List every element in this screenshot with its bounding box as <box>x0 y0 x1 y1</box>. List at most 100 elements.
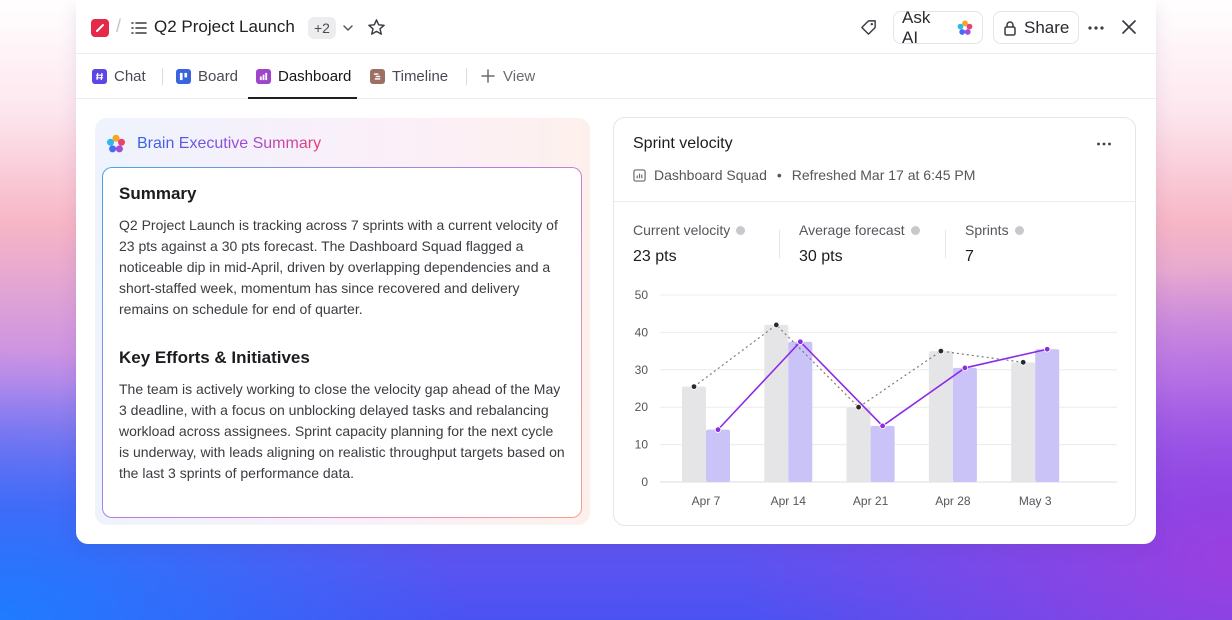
lock-icon <box>1004 20 1016 36</box>
tab-label: Dashboard <box>278 67 352 85</box>
brain-icon <box>957 19 973 35</box>
tab-label: Chat <box>114 67 146 85</box>
meta-separator: • <box>776 167 782 183</box>
series-line <box>693 324 1024 408</box>
efforts-text: The team is actively working to close th… <box>119 381 565 481</box>
share-label: Share <box>1024 17 1070 37</box>
info-icon[interactable] <box>910 225 920 235</box>
stat-label: Sprints <box>965 222 1009 238</box>
stat-divider <box>779 230 780 258</box>
plus-icon <box>481 69 495 83</box>
x-tick-label: Apr 14 <box>771 494 807 508</box>
data-point <box>690 383 698 390</box>
card-meta: Dashboard Squad • Refreshed Mar 17 at 6:… <box>633 167 975 183</box>
tab-timeline[interactable]: Timeline <box>370 54 448 98</box>
dashboard-icon <box>256 68 271 84</box>
stat-current-velocity: Current velocity 23 pts <box>633 222 746 266</box>
bar <box>682 386 706 482</box>
bar <box>1035 349 1060 482</box>
tab-divider <box>162 68 163 85</box>
ask-ai-label: Ask AI <box>902 7 931 47</box>
tab-divider <box>466 68 467 85</box>
tag-icon[interactable] <box>859 18 878 37</box>
summary-heading: Summary <box>119 184 197 203</box>
stat-divider <box>945 230 946 258</box>
efforts-heading: Key Efforts & Initiatives <box>119 348 310 367</box>
tab-label: Board <box>198 67 239 85</box>
stat-value: 30 pts <box>799 248 843 265</box>
sprint-velocity-chart: 0 10 20 30 40 50 Apr 7 Apr 14 Apr 21 Apr 28 May 3 <box>635 288 1117 508</box>
info-icon[interactable] <box>1014 225 1024 235</box>
list-icon <box>131 22 147 34</box>
bar <box>846 407 871 482</box>
x-tick-label: Apr 28 <box>935 494 971 508</box>
bar <box>706 429 730 482</box>
app-icon[interactable] <box>91 19 109 37</box>
timeline-icon <box>370 68 385 84</box>
x-tick-label: May 3 <box>1019 494 1052 508</box>
refreshed-time: Refreshed Mar 17 at 6:45 PM <box>791 167 976 183</box>
share-button[interactable]: Share <box>993 11 1079 44</box>
chart-icon <box>633 168 646 182</box>
data-point <box>714 426 722 433</box>
y-tick-label: 0 <box>641 475 648 489</box>
data-point <box>773 321 780 329</box>
y-tick-label: 30 <box>635 363 649 377</box>
chevron-down-icon[interactable] <box>342 22 354 34</box>
bar <box>788 341 813 482</box>
team-name: Dashboard Squad <box>654 167 767 183</box>
bar <box>928 351 953 482</box>
data-point <box>937 347 945 355</box>
stat-average-forecast: Average forecast 30 pts <box>799 222 920 266</box>
more-icon[interactable] <box>1086 18 1106 38</box>
brain-summary-header: Brain Executive Summary <box>105 134 321 154</box>
sprint-velocity-card: Sprint velocity Dashboard Squad • Refres… <box>613 117 1136 526</box>
breadcrumb-separator: / <box>116 16 122 36</box>
hash-icon <box>92 68 107 84</box>
tab-chat[interactable]: Chat <box>92 54 146 98</box>
add-view-button[interactable]: View <box>481 54 535 98</box>
y-tick-label: 50 <box>635 288 649 302</box>
bar <box>764 324 789 482</box>
bar <box>870 425 895 482</box>
data-point <box>855 403 862 411</box>
stat-label: Average forecast <box>799 222 905 238</box>
x-tick-label: Apr 7 <box>692 494 721 508</box>
tab-label: Timeline <box>392 67 449 85</box>
top-bar: / Q2 Project Launch +2 Ask AI <box>76 0 1156 54</box>
data-point <box>1020 359 1027 366</box>
app-window: / Q2 Project Launch +2 Ask AI <box>76 0 1156 544</box>
bar <box>952 367 977 482</box>
data-point <box>1044 346 1051 353</box>
tab-board[interactable]: Board <box>176 54 238 98</box>
bar <box>1011 362 1036 482</box>
tab-dashboard[interactable]: Dashboard <box>247 54 358 99</box>
board-icon <box>176 68 191 84</box>
y-tick-label: 40 <box>635 325 649 339</box>
y-tick-label: 10 <box>635 438 649 452</box>
more-locations-badge[interactable]: +2 <box>308 17 336 39</box>
summary-text: Q2 Project Launch is tracking across 7 s… <box>119 217 558 317</box>
card-title: Sprint velocity <box>633 135 733 152</box>
brain-summary-card: Brain Executive Summary Summary Q2 Proje… <box>95 118 590 525</box>
tab-label: View <box>503 67 536 85</box>
y-tick-label: 20 <box>635 400 649 414</box>
ask-ai-button[interactable]: Ask AI <box>893 8 983 47</box>
x-tick-label: Apr 21 <box>853 494 889 508</box>
data-point <box>797 338 804 345</box>
brain-summary-body: Summary Q2 Project Launch is tracking ac… <box>102 167 582 518</box>
stat-label: Current velocity <box>633 222 731 238</box>
view-tabs: Chat Board Dashboard Timeline View <box>76 54 1156 99</box>
data-point <box>961 364 969 372</box>
brain-summary-title: Brain Executive Summary <box>137 135 322 152</box>
stat-value: 7 <box>965 248 974 265</box>
stat-sprints: Sprints 7 <box>965 222 1024 266</box>
card-divider <box>614 201 1135 202</box>
data-point <box>879 422 886 430</box>
brain-icon <box>106 134 126 153</box>
more-icon[interactable] <box>1095 135 1113 153</box>
star-icon[interactable] <box>367 18 386 37</box>
close-icon[interactable] <box>1120 18 1138 36</box>
info-icon[interactable] <box>736 225 746 235</box>
project-title[interactable]: Q2 Project Launch <box>154 17 295 36</box>
